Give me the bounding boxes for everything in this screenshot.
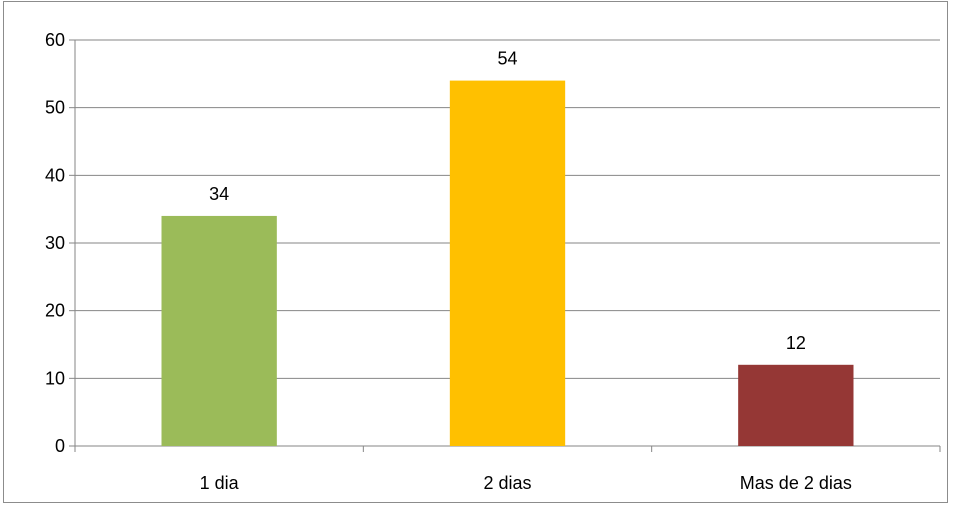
data-label: 12: [786, 333, 806, 353]
y-tick-label: 20: [45, 301, 65, 321]
data-label: 34: [209, 184, 229, 204]
y-tick-label: 60: [45, 30, 65, 50]
x-tick-label: 2 dias: [483, 473, 531, 493]
bar: [449, 80, 566, 446]
x-tick-label: Mas de 2 dias: [740, 473, 852, 493]
y-tick-label: 50: [45, 98, 65, 118]
labels: 0 10 20 30 40 50 60 34 1 dia 54 2 dias 12 Mas de 2 d…: [45, 30, 852, 493]
y-tick-label: 10: [45, 368, 65, 388]
y-tick-label: 40: [45, 165, 65, 185]
bars: [161, 80, 854, 446]
bar: [738, 364, 854, 446]
y-tick-label: 0: [55, 436, 65, 456]
data-label: 54: [497, 49, 517, 69]
y-tick-label: 30: [45, 233, 65, 253]
x-tick-label: 1 dia: [200, 473, 240, 493]
bar: [161, 215, 277, 446]
